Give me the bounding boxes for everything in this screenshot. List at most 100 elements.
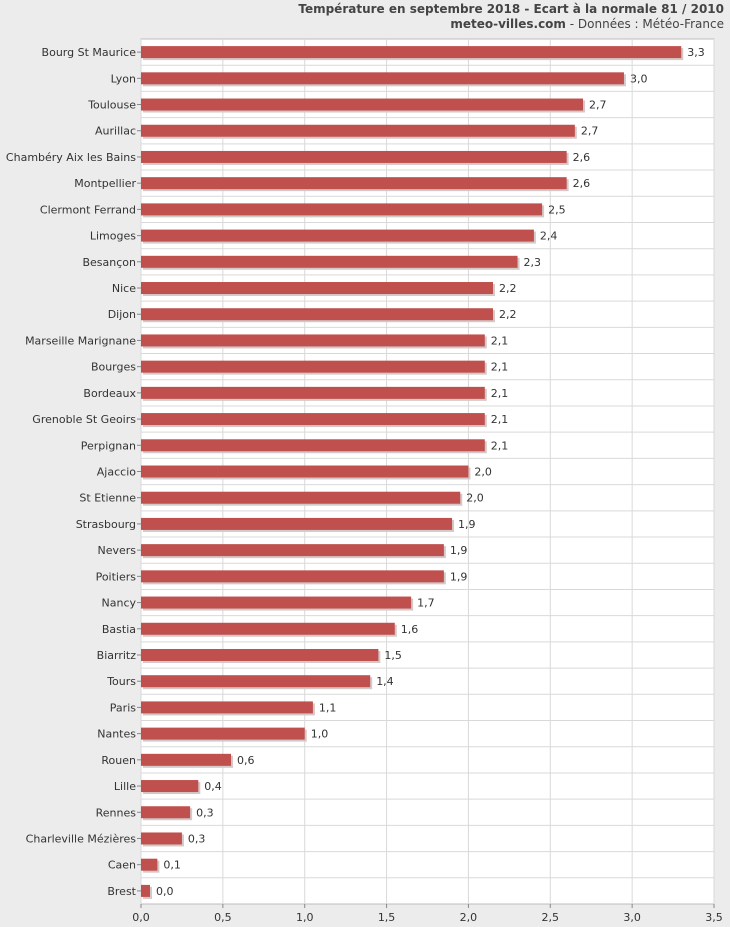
category-label: Lille [114,780,136,793]
chart-header: Température en septembre 2018 - Ecart à … [298,2,724,32]
category-label: Ajaccio [97,466,136,479]
bar [141,229,534,242]
bar [141,884,150,897]
bar [141,544,444,557]
bar [141,753,232,766]
bar [141,46,682,59]
category-label: Poitiers [96,570,137,583]
category-label: Chambéry Aix les Bains [6,151,136,164]
bar [141,648,379,661]
value-label: 0,3 [188,832,206,845]
bar [141,282,493,295]
category-label: Nancy [102,597,137,610]
value-label: 2,7 [589,99,607,112]
category-label: Charleville Mézières [26,832,137,845]
value-label: 1,6 [401,623,419,636]
bar [141,334,485,347]
category-label: Perpignan [81,439,136,452]
category-label: Strasbourg [76,518,136,531]
bar [141,858,158,871]
bar [141,203,543,216]
x-tick-label: 1,0 [296,911,314,924]
category-label: Caen [108,859,136,872]
x-tick-label: 3,5 [705,911,723,924]
value-label: 2,7 [581,125,599,138]
value-label: 2,0 [474,466,492,479]
bar [141,596,412,609]
value-label: 1,5 [384,649,402,662]
bar [141,675,371,688]
bar [141,255,518,268]
value-label: 2,1 [491,334,509,347]
category-label: Bordeaux [83,387,136,400]
x-tick-label: 3,0 [623,911,641,924]
x-tick-label: 1,5 [378,911,396,924]
chart-source: meteo-villes.com - Données : Météo-Franc… [298,17,724,32]
bar [141,832,182,845]
value-label: 1,4 [376,675,394,688]
value-label: 0,0 [156,885,174,898]
value-label: 2,4 [540,230,558,243]
bar [141,806,191,819]
bar [141,360,485,373]
category-label: Montpellier [74,177,136,190]
bar [141,570,444,583]
category-label: Paris [110,701,136,714]
value-label: 0,1 [163,859,181,872]
bar [141,177,567,190]
category-label: Rouen [101,754,136,767]
value-label: 2,6 [573,177,591,190]
bar [141,465,469,478]
bar [141,308,493,321]
category-label: Tours [106,675,136,688]
category-label: Dijon [108,308,136,321]
bar [141,124,575,137]
category-label: Bourg St Maurice [42,46,137,59]
category-label: Nice [112,282,136,295]
bar [141,780,199,793]
chart-title: Température en septembre 2018 - Ecart à … [298,2,724,16]
value-label: 2,1 [491,387,509,400]
x-tick-label: 2,5 [542,911,560,924]
category-label: St Etienne [79,492,136,505]
value-label: 0,3 [196,806,214,819]
value-label: 2,0 [466,492,484,505]
x-tick-label: 2,0 [460,911,478,924]
bar [141,727,305,740]
source-site: meteo-villes.com [450,17,566,31]
value-label: 1,9 [450,544,468,557]
value-label: 2,2 [499,282,517,295]
bar [141,98,584,111]
value-label: 2,1 [491,439,509,452]
value-label: 2,3 [524,256,542,269]
bar [141,150,567,163]
category-label: Brest [107,885,136,898]
category-label: Bastia [102,623,136,636]
bar [141,517,453,530]
category-label: Nevers [97,544,136,557]
bar [141,72,624,85]
category-label: Rennes [96,806,137,819]
category-label: Limoges [90,230,136,243]
value-label: 3,0 [630,72,648,85]
bar [141,439,485,452]
category-label: Grenoble St Geoirs [32,413,136,426]
category-label: Lyon [111,72,136,85]
value-label: 1,9 [450,570,468,583]
category-label: Nantes [97,728,136,741]
bar [141,491,461,504]
value-label: 0,4 [204,780,222,793]
bar [141,413,485,426]
x-tick-label: 0,0 [132,911,150,924]
category-label: Marseille Marignane [25,334,136,347]
value-label: 1,1 [319,701,337,714]
bar [141,622,395,635]
bar [141,386,485,399]
category-label: Biarritz [97,649,137,662]
category-label: Bourges [91,361,136,374]
source-credit: - Données : Météo-France [565,17,724,31]
category-label: Clermont Ferrand [40,203,136,216]
value-label: 2,1 [491,413,509,426]
value-label: 0,6 [237,754,255,767]
